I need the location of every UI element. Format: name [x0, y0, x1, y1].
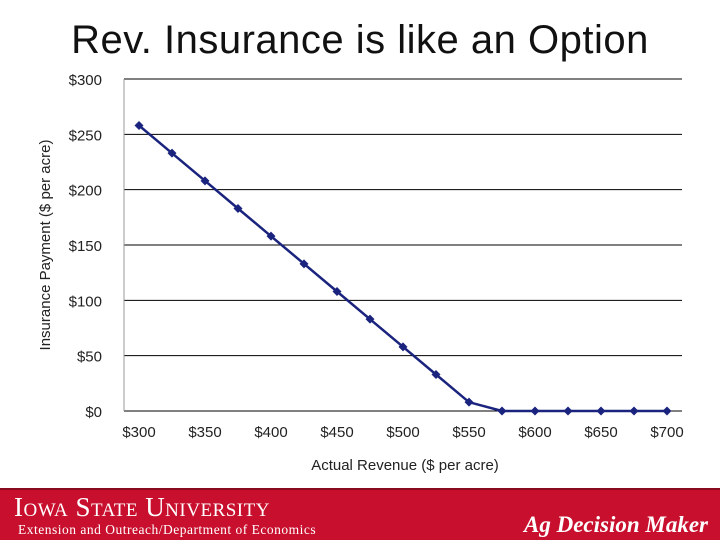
x-tick-label: $700: [650, 424, 683, 441]
y-tick-label: $100: [69, 293, 102, 310]
y-tick-label: $300: [69, 72, 102, 89]
y-tick-label: $200: [69, 183, 102, 200]
x-tick-label: $600: [518, 424, 551, 441]
data-point: [464, 397, 474, 407]
data-point: [299, 259, 309, 269]
grid-lines: [124, 78, 682, 412]
data-point: [662, 406, 672, 416]
x-tick-label: $400: [254, 424, 287, 441]
x-tick-label: $300: [122, 424, 155, 441]
data-point: [497, 406, 507, 416]
x-tick-label: $350: [188, 424, 221, 441]
data-point: [365, 314, 375, 324]
footer-band: [0, 490, 720, 540]
x-tick-label: $550: [452, 424, 485, 441]
y-tick-label: $150: [69, 238, 102, 255]
y-tick-label: $50: [77, 349, 102, 366]
data-point: [530, 406, 540, 416]
university-logo: Iowa State University: [14, 492, 270, 522]
department-text: Extension and Outreach/Department of Eco…: [18, 522, 317, 537]
data-point: [200, 176, 210, 186]
data-point: [332, 286, 342, 296]
data-point: [233, 203, 243, 213]
series-line: [138, 124, 667, 413]
series-payment: [134, 120, 672, 416]
brand-logo: Ag Decision Maker: [524, 512, 708, 537]
slide-title: Rev. Insurance is like an Option: [71, 18, 649, 62]
x-tick-label: $450: [320, 424, 353, 441]
x-tick-label: $650: [584, 424, 617, 441]
y-tick-label: $250: [69, 127, 102, 144]
footer-rule: [0, 488, 720, 490]
x-axis-label: Actual Revenue ($ per acre): [311, 457, 499, 474]
tick-labels: $0 $50 $100 $150 $200 $250 $300 $300 $350 $400 $45…: [69, 72, 684, 441]
data-point: [134, 120, 144, 130]
x-tick-label: $500: [386, 424, 419, 441]
data-point: [431, 369, 441, 379]
payment-chart: $0 $50 $100 $150 $200 $250 $300 $300 $350 $400 $45…: [37, 72, 684, 474]
data-point: [266, 231, 276, 241]
data-point: [398, 342, 408, 352]
y-tick-label: $0: [85, 404, 102, 421]
data-point: [167, 148, 177, 158]
y-axis-label: Insurance Payment ($ per acre): [37, 140, 54, 351]
data-point: [629, 406, 639, 416]
data-point: [563, 406, 573, 416]
data-point: [596, 406, 606, 416]
